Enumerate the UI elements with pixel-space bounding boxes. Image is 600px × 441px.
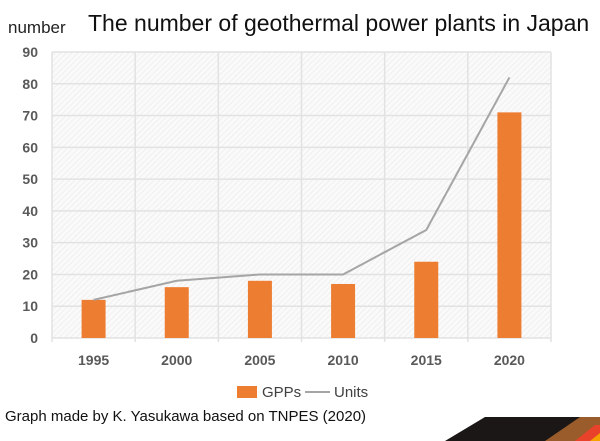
y-tick-label: 40 xyxy=(22,203,38,219)
y-tick-label: 30 xyxy=(22,235,38,251)
chart-title: The number of geothermal power plants in… xyxy=(88,10,590,36)
x-tick-label: 2005 xyxy=(244,352,275,368)
y-tick-label: 90 xyxy=(22,44,38,60)
legend-label-units: Units xyxy=(334,384,368,401)
y-axis-label: number xyxy=(8,18,66,37)
y-tick-label: 20 xyxy=(22,266,38,282)
bar-2010 xyxy=(331,283,356,338)
x-tick-label: 2015 xyxy=(411,352,442,368)
y-tick-label: 70 xyxy=(22,108,38,124)
x-tick-label: 2010 xyxy=(328,352,359,368)
x-tick-label: 1995 xyxy=(78,352,109,368)
bar-2000 xyxy=(164,287,189,338)
y-tick-label: 60 xyxy=(22,139,38,155)
legend: GPPs Units xyxy=(237,384,368,401)
bar-2020 xyxy=(497,112,522,338)
x-tick-label: 2020 xyxy=(494,352,525,368)
bar-1995 xyxy=(81,299,106,338)
units-line xyxy=(93,76,511,301)
bar-2015 xyxy=(414,261,439,338)
y-tick-label: 80 xyxy=(22,76,38,92)
x-tick-label: 2000 xyxy=(161,352,192,368)
legend-label-gpps: GPPs xyxy=(262,384,301,401)
y-tick-label: 50 xyxy=(22,171,38,187)
bar-2005 xyxy=(247,280,272,338)
y-tick-label: 10 xyxy=(22,298,38,314)
source-note: Graph made by K. Yasukawa based on TNPES… xyxy=(5,408,367,425)
corner-decoration xyxy=(445,417,600,441)
y-tick-label: 0 xyxy=(30,330,38,346)
legend-swatch-gpps xyxy=(237,386,257,398)
